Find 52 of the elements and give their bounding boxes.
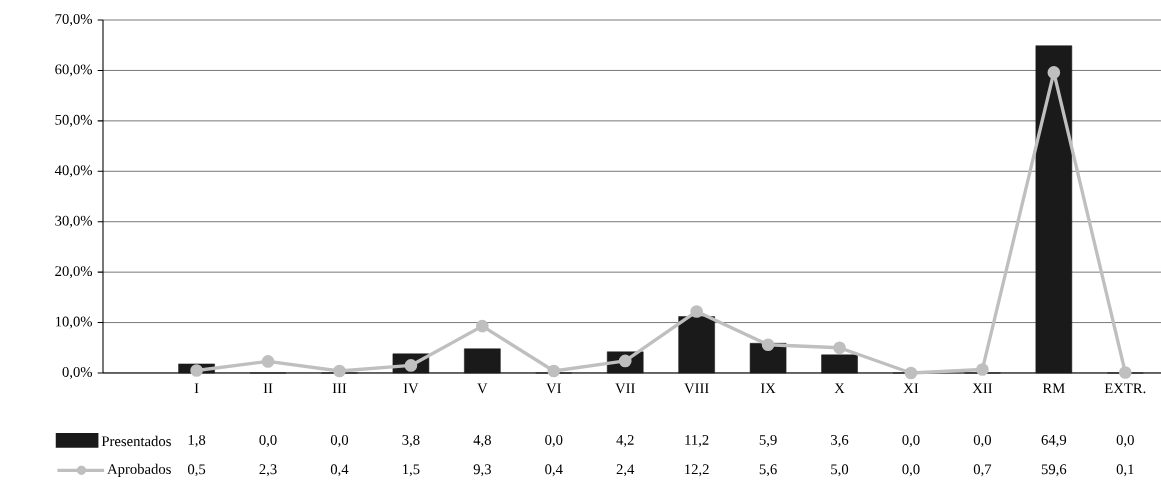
x-tick-label: VI [546,383,561,394]
legend-label: Presentados [101,435,171,447]
data-label: 1,5 [403,464,420,477]
data-label: 0,4 [330,464,349,477]
data-label: 0,7 [973,464,992,477]
data-label: 0,5 [187,464,206,477]
x-tick-label: II [263,383,273,394]
data-label: 2,3 [259,464,277,477]
data-label: 5,9 [759,435,777,447]
data-label: 5,6 [759,464,777,477]
data-label: 11,2 [685,435,709,447]
x-tick-label: X [834,383,845,394]
data-label: 3,8 [402,435,420,448]
x-tick-label: VII [615,383,635,394]
x-tick-label: EXTR. [1104,383,1146,394]
x-tick-label: I [194,383,199,394]
x-tick-label: V [477,383,488,394]
x-tick-label: VIII [684,383,709,394]
data-label: 12,2 [685,464,709,477]
data-label: 0,0 [330,435,349,448]
legend-label: Aprobados [107,463,171,477]
y-tick-label: 60,0% [55,64,93,77]
x-tick-label: XII [972,383,993,394]
y-tick-label: 50,0% [55,114,93,127]
y-tick-label: 70,0% [55,14,93,27]
x-tick-label: XI [903,383,919,394]
data-label: 2,4 [616,464,635,477]
data-label: 59,6 [1041,464,1067,477]
x-tick-label: III [332,383,347,394]
data-label: 0,0 [902,435,920,448]
data-label: 9,3 [473,464,491,477]
data-label: 0,0 [259,435,277,448]
x-tick-label: RM [1042,383,1065,394]
data-label: 0,0 [902,464,920,477]
y-tick-label: 30,0% [55,215,93,228]
x-tick-label: IV [403,383,419,394]
data-label: 5,0 [831,464,849,477]
data-label: 4,2 [616,435,634,447]
x-tick-label: IX [760,383,776,394]
data-label: 1,8 [188,435,206,448]
data-label: 0,0 [1116,435,1134,448]
data-label: 0,4 [545,464,563,477]
data-label: 4,8 [473,435,491,448]
data-label: 0,0 [973,435,992,448]
data-label: 64,9 [1041,435,1067,447]
y-tick-label: 10,0% [55,316,93,329]
data-label: 0,0 [545,435,563,448]
y-tick-label: 40,0% [54,165,93,178]
y-tick-label: 20,0% [55,266,93,279]
data-label: 3,6 [831,435,849,447]
data-label: 0,1 [1116,464,1134,477]
y-tick-label: 0,0% [62,367,93,380]
